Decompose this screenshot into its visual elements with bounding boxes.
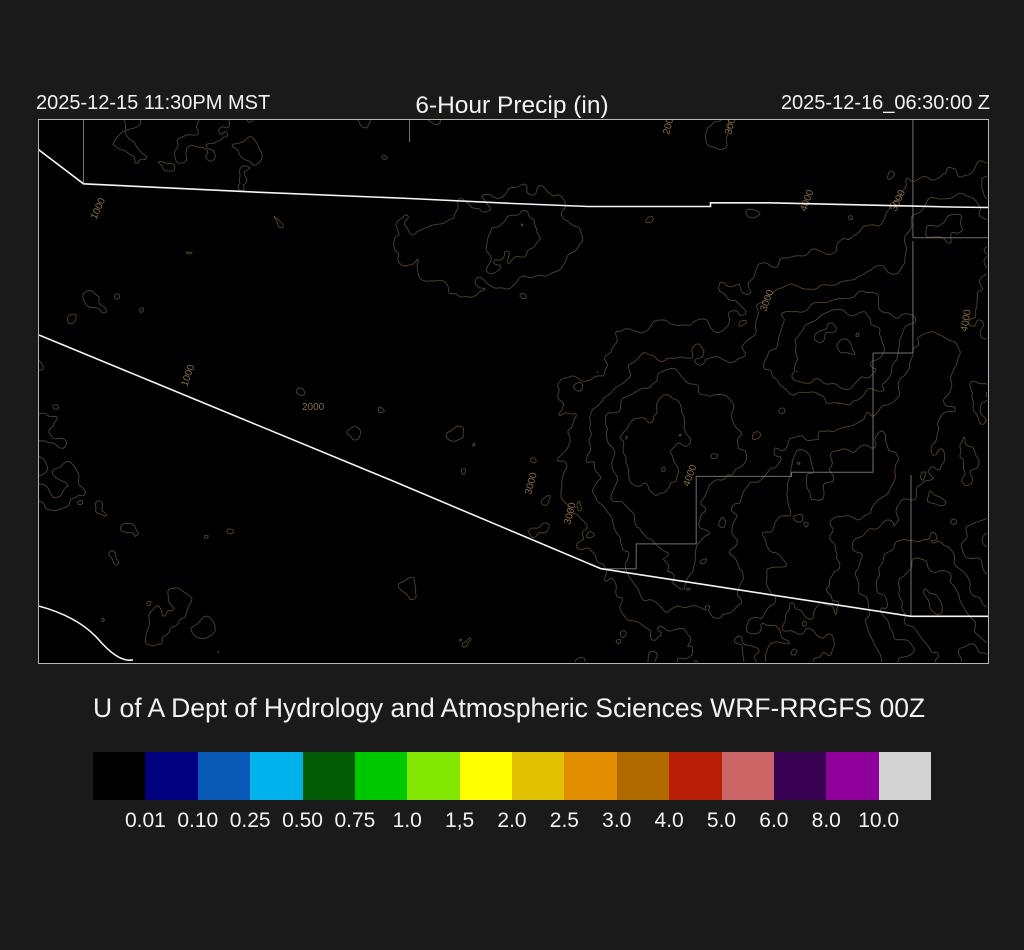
- svg-text:1000: 1000: [179, 363, 197, 388]
- svg-text:3000: 3000: [723, 120, 739, 136]
- svg-text:4000: 4000: [681, 463, 699, 488]
- svg-text:2000: 2000: [302, 402, 325, 413]
- svg-text:1000: 1000: [89, 196, 109, 221]
- svg-text:3000: 3000: [523, 471, 539, 496]
- svg-text:2000: 2000: [661, 120, 677, 136]
- svg-text:3000: 3000: [758, 288, 776, 313]
- svg-text:4000: 4000: [959, 308, 974, 332]
- svg-text:3000: 3000: [889, 188, 909, 213]
- svg-text:4000: 4000: [798, 188, 816, 213]
- svg-text:3000: 3000: [562, 501, 578, 526]
